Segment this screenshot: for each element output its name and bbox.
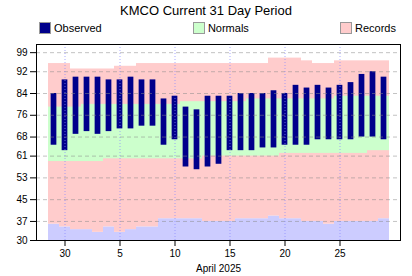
svg-text:84: 84: [16, 88, 28, 99]
svg-text:20: 20: [279, 248, 291, 259]
html-text:Normals: Normals: [207, 22, 249, 34]
svg-text:61: 61: [16, 150, 28, 161]
svg-text:25: 25: [334, 248, 346, 259]
svg-text:92: 92: [16, 66, 28, 77]
svg-text:10: 10: [169, 248, 181, 259]
html-text:Records: Records: [355, 22, 396, 34]
html-text:KMCO Current 31 Day Period: KMCO Current 31 Day Period: [120, 3, 292, 18]
svg-text:68: 68: [16, 131, 28, 142]
svg-text:5: 5: [117, 248, 123, 259]
svg-text:30: 30: [16, 235, 28, 246]
svg-text:45: 45: [16, 194, 28, 205]
svg-text:53: 53: [16, 172, 28, 183]
svg-text:April 2025: April 2025: [196, 263, 241, 274]
svg-text:99: 99: [16, 47, 28, 58]
svg-text:76: 76: [16, 109, 28, 120]
svg-text:37: 37: [16, 216, 28, 227]
html-text:Observed: Observed: [54, 22, 102, 34]
svg-text:15: 15: [224, 248, 236, 259]
svg-text:30: 30: [59, 248, 71, 259]
